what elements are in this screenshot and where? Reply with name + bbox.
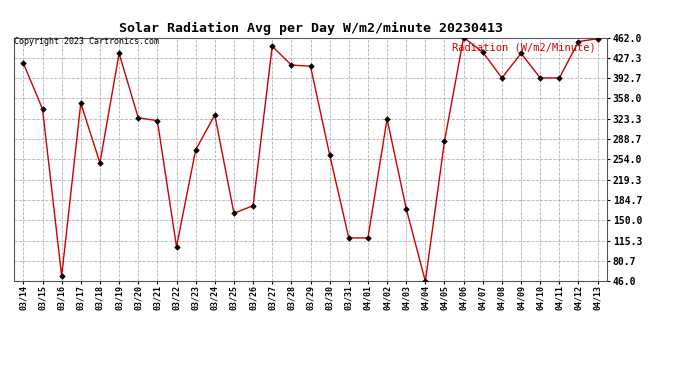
Radiation (W/m2/Minute) (210, 112, 219, 117)
Radiation (W/m2/Minute) (364, 236, 372, 240)
Radiation (W/m2/Minute) (402, 206, 411, 211)
Radiation (W/m2/Minute) (39, 107, 47, 111)
Line: Radiation (W/m2/Minute): Radiation (W/m2/Minute) (21, 36, 600, 283)
Radiation (W/m2/Minute) (593, 36, 602, 41)
Radiation (W/m2/Minute) (134, 116, 142, 120)
Radiation (W/m2/Minute) (77, 101, 85, 105)
Radiation (W/m2/Minute) (306, 64, 315, 69)
Radiation (W/m2/Minute) (19, 61, 28, 66)
Radiation (W/m2/Minute) (383, 117, 391, 121)
Text: Copyright 2023 Cartronics.com: Copyright 2023 Cartronics.com (14, 38, 159, 46)
Radiation (W/m2/Minute) (249, 203, 257, 208)
Radiation (W/m2/Minute) (287, 63, 295, 67)
Radiation (W/m2/Minute) (497, 76, 506, 80)
Radiation (W/m2/Minute) (230, 211, 238, 216)
Radiation (W/m2/Minute) (479, 50, 487, 54)
Radiation (W/m2/Minute) (326, 152, 334, 157)
Radiation (W/m2/Minute) (268, 44, 277, 48)
Radiation (W/m2/Minute) (57, 274, 66, 278)
Radiation (W/m2/Minute) (344, 236, 353, 240)
Title: Solar Radiation Avg per Day W/m2/minute 20230413: Solar Radiation Avg per Day W/m2/minute … (119, 22, 502, 35)
Radiation (W/m2/Minute) (460, 35, 468, 40)
Radiation (W/m2/Minute) (555, 76, 564, 80)
Radiation (W/m2/Minute) (115, 51, 124, 56)
Radiation (W/m2/Minute) (440, 139, 449, 144)
Radiation (W/m2/Minute) (153, 118, 161, 123)
Text: Radiation (W/m2/Minute): Radiation (W/m2/Minute) (451, 42, 595, 52)
Radiation (W/m2/Minute) (96, 160, 104, 165)
Radiation (W/m2/Minute) (192, 148, 200, 152)
Radiation (W/m2/Minute) (517, 51, 525, 56)
Radiation (W/m2/Minute) (574, 39, 582, 44)
Radiation (W/m2/Minute) (172, 244, 181, 249)
Radiation (W/m2/Minute) (536, 76, 544, 80)
Radiation (W/m2/Minute) (421, 279, 429, 284)
